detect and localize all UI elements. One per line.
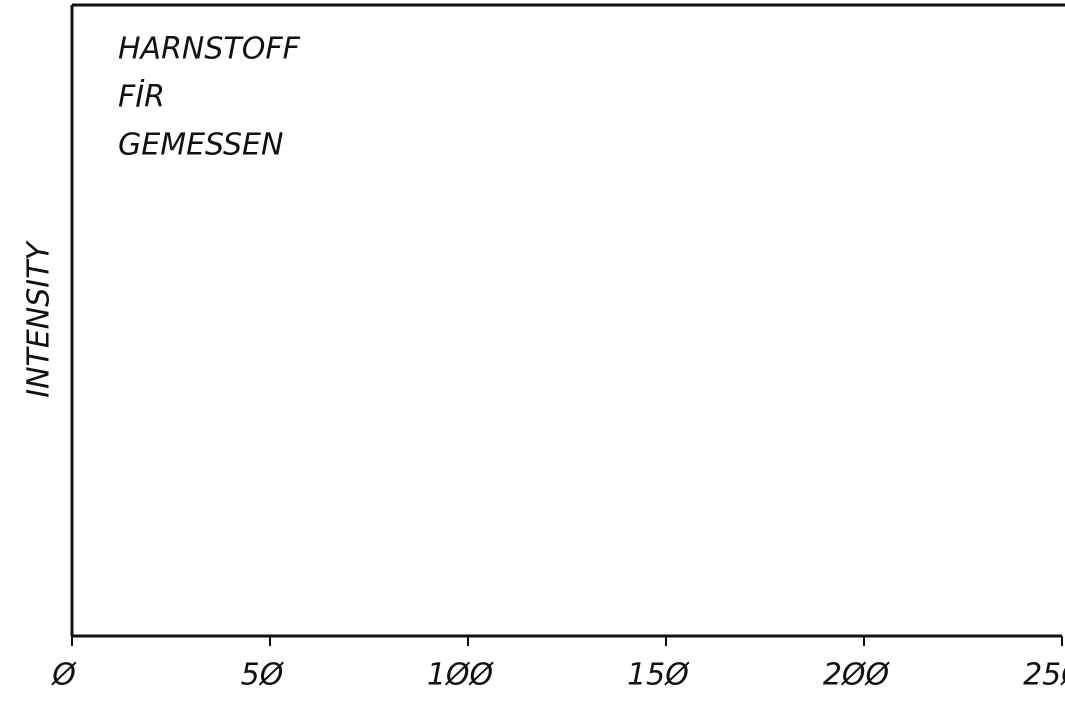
x-tick-label: 5Ø <box>241 658 285 693</box>
y-axis-label: INTENSITY <box>22 240 57 398</box>
x-tick-label: 15Ø <box>627 658 690 693</box>
annotation: HARNSTOFF <box>118 32 301 67</box>
annotation: GEMESSEN <box>118 128 283 163</box>
x-tick-label: 25Ø <box>1023 658 1065 693</box>
x-tick-label: Ø <box>50 658 77 693</box>
x-tick-label: 2ØØ <box>823 658 891 693</box>
x-tick-label: 1ØØ <box>427 658 495 693</box>
annotation: FİR <box>118 79 165 115</box>
